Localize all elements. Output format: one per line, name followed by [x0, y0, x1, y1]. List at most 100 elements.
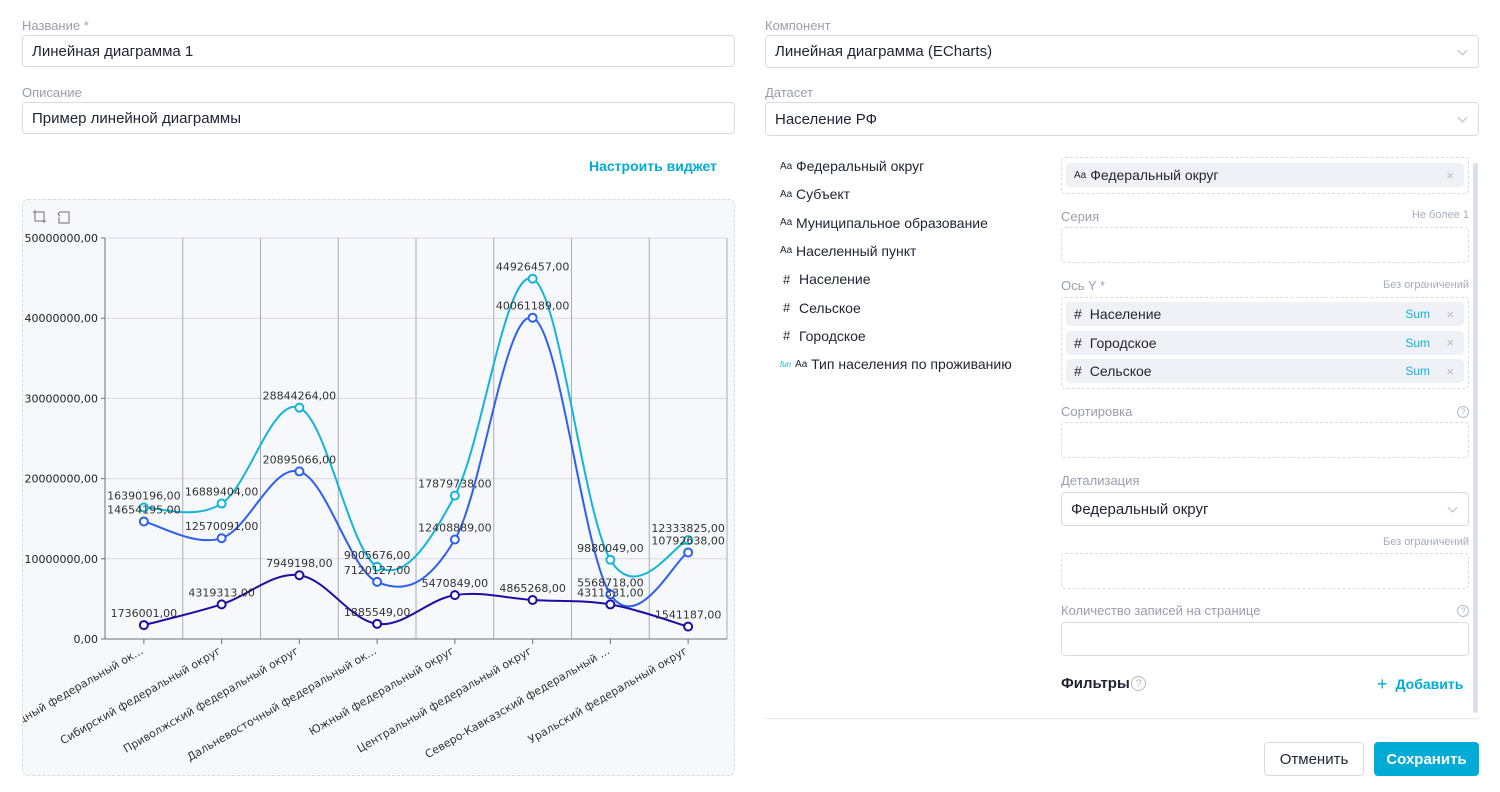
data-point-population: [527, 273, 538, 284]
data-label-rural: 4865268,00: [499, 582, 565, 595]
data-label-urban: 10792638,00: [651, 534, 724, 547]
y-axis-chip[interactable]: # Население Sum ×: [1066, 302, 1464, 326]
detail-select[interactable]: Федеральный округ: [1061, 492, 1469, 526]
x-axis-chip[interactable]: Aa Федеральный округ ×: [1066, 163, 1464, 187]
field-label: Муниципальное образование: [796, 214, 988, 231]
function-icon: fun: [780, 359, 792, 369]
number-type-icon: #: [1074, 334, 1082, 351]
field-label: Население: [799, 271, 871, 288]
field-item[interactable]: # Сельское: [780, 300, 861, 316]
field-item[interactable]: Aa Федеральный округ: [780, 158, 924, 174]
data-label-population: 12333825,00: [651, 522, 724, 535]
field-item[interactable]: Aa Населенный пункт: [780, 243, 916, 259]
series-line-population: [143, 277, 689, 578]
y-tick-label: 30000000,00: [25, 392, 98, 405]
data-label-rural: 1541187,00: [655, 609, 721, 622]
close-icon[interactable]: ×: [1446, 363, 1454, 379]
number-type-icon: #: [783, 300, 791, 315]
data-label-urban: 14654195,00: [107, 503, 180, 516]
field-item[interactable]: Aa Муниципальное образование: [780, 215, 988, 231]
data-label-population: 17879738,00: [418, 478, 491, 491]
zoom-icon[interactable]: [33, 210, 46, 223]
aggregation-button[interactable]: Sum: [1405, 364, 1430, 378]
y-axis-chip[interactable]: # Городское Sum ×: [1066, 330, 1464, 355]
data-label-population: 44926457,00: [496, 261, 569, 274]
chart-container: 0,00 10000000,00 20000000,00 30000000,00 400…: [22, 199, 735, 776]
data-label-population: 16889404,00: [185, 486, 258, 499]
number-type-icon: #: [783, 328, 791, 344]
add-filter-button[interactable]: + Добавить: [1377, 675, 1464, 693]
sort-label: Сортировка: [1061, 404, 1133, 419]
sort-dropzone[interactable]: [1061, 422, 1469, 458]
save-button[interactable]: Сохранить: [1374, 742, 1479, 776]
chip-label: Сельское: [1089, 363, 1152, 379]
number-type-icon: #: [783, 271, 791, 287]
chip-label: Федеральный округ: [1090, 167, 1219, 183]
aggregation-button[interactable]: Sum: [1405, 307, 1430, 321]
name-input[interactable]: Линейная диаграмма 1: [22, 35, 735, 67]
detail-hint: Без ограничений: [1383, 536, 1469, 548]
data-point-population: [216, 498, 227, 509]
page-size-input[interactable]: [1061, 622, 1469, 656]
field-item[interactable]: # Население: [780, 271, 871, 287]
close-icon[interactable]: ×: [1446, 335, 1454, 350]
text-type-icon: Aa: [780, 160, 793, 172]
add-label: Добавить: [1395, 676, 1464, 692]
help-icon[interactable]: ?: [1457, 605, 1469, 617]
data-point-population: [683, 535, 694, 546]
y-axis-dropzone[interactable]: # Население Sum × # Городское Sum × # Сельское Sum…: [1061, 297, 1469, 389]
y-axis-chip[interactable]: # Сельское Sum ×: [1066, 359, 1464, 383]
y-tick-label: 10000000,00: [25, 553, 98, 566]
series-dropzone[interactable]: [1061, 227, 1469, 263]
number-type-icon: #: [1074, 306, 1082, 322]
text-type-icon: Aa: [780, 217, 793, 229]
help-icon[interactable]: ?: [1457, 406, 1469, 418]
data-point-urban: [216, 533, 227, 544]
configure-widget-link[interactable]: Настроить виджет: [589, 158, 717, 174]
dataset-select[interactable]: Население РФ: [765, 102, 1479, 136]
data-label-urban: 40061189,00: [496, 300, 569, 313]
chevron-down-icon: [1457, 45, 1468, 56]
field-label: Населенный пункт: [796, 242, 917, 259]
y-tick-label: 0,00: [74, 633, 99, 646]
data-label-rural: 4311331,00: [577, 586, 643, 599]
series-hint: Не более 1: [1411, 209, 1469, 221]
data-point-rural: [216, 599, 227, 610]
field-label: Городское: [799, 327, 866, 344]
field-item[interactable]: # Городское: [780, 328, 866, 344]
dataset-value: Население РФ: [775, 110, 878, 128]
description-input[interactable]: Пример линейной диаграммы: [22, 102, 735, 134]
field-label: Федеральный округ: [796, 158, 925, 174]
field-item[interactable]: fun Aa Тип населения по проживанию: [780, 356, 1012, 372]
close-icon[interactable]: ×: [1446, 306, 1454, 322]
page-size-label: Количество записей на странице: [1061, 603, 1261, 618]
cancel-button[interactable]: Отменить: [1264, 742, 1364, 776]
data-point-rural: [138, 620, 149, 631]
data-label-population: 9005676,00: [344, 549, 410, 562]
series-label: Серия: [1061, 209, 1100, 224]
data-point-urban: [372, 576, 383, 587]
data-point-urban: [605, 589, 616, 600]
data-label-urban: 12570091,00: [185, 520, 258, 533]
data-point-population: [449, 490, 460, 501]
data-label-urban: 20895066,00: [263, 453, 336, 466]
data-point-rural: [449, 590, 460, 601]
x-tick-label: Сибирский федеральный округ: [58, 644, 223, 747]
data-label-rural: 1736001,00: [111, 607, 177, 620]
data-label-rural: 7949198,00: [266, 557, 332, 570]
field-item[interactable]: Aa Субъект: [780, 186, 850, 202]
close-icon[interactable]: ×: [1446, 167, 1454, 183]
detail-dropzone[interactable]: [1061, 553, 1469, 589]
data-label-rural: 1885549,00: [344, 606, 410, 619]
component-select[interactable]: Линейная диаграмма (ECharts): [765, 35, 1479, 68]
zoom-reset-icon[interactable]: [57, 211, 70, 224]
x-axis-dropzone[interactable]: Aa Федеральный округ ×: [1061, 157, 1469, 194]
name-label: Название *: [22, 18, 89, 33]
text-type-icon: Aa: [795, 358, 808, 370]
aggregation-button[interactable]: Sum: [1405, 335, 1430, 350]
help-icon[interactable]: ?: [1131, 676, 1146, 691]
chevron-down-icon: [1447, 502, 1458, 513]
scrollbar[interactable]: [1473, 163, 1478, 713]
description-label: Описание: [22, 85, 82, 100]
data-label-population: 9880049,00: [577, 542, 643, 555]
